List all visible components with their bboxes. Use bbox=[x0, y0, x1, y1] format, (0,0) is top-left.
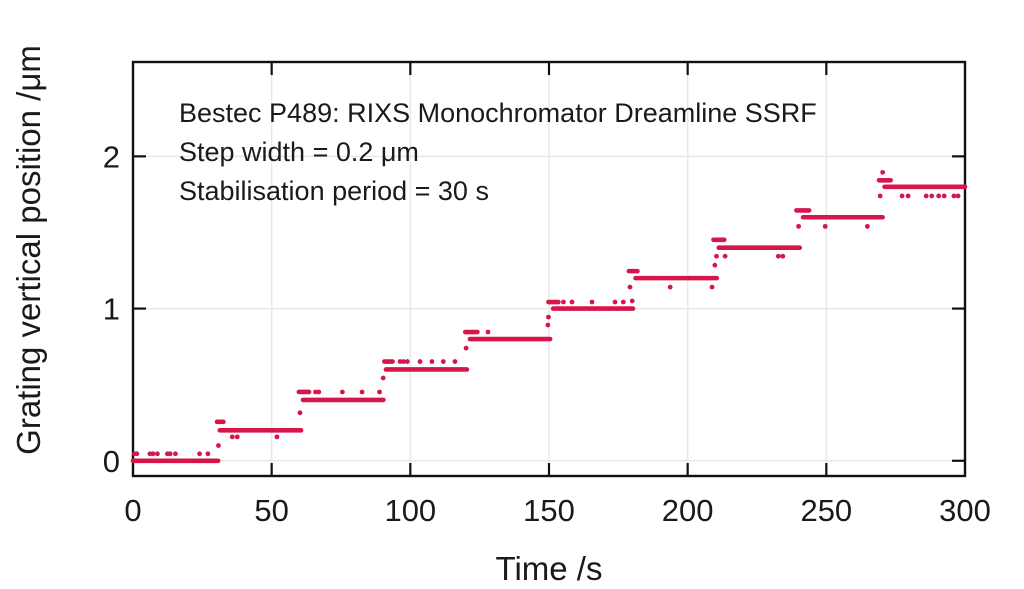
y-tick-label: 0 bbox=[103, 444, 120, 479]
annotation-line-2: Step width = 0.2 μm bbox=[179, 137, 419, 167]
data-point bbox=[150, 451, 156, 457]
data-point bbox=[401, 359, 406, 364]
data-point bbox=[780, 253, 786, 259]
data-point bbox=[313, 389, 318, 395]
data-point bbox=[377, 389, 382, 395]
data-point bbox=[569, 299, 575, 305]
data-point bbox=[589, 299, 595, 305]
x-axis-title: Time /s bbox=[495, 550, 603, 587]
data-point bbox=[234, 434, 240, 440]
data-point bbox=[440, 359, 446, 364]
data-point bbox=[936, 193, 942, 199]
data-point bbox=[155, 451, 160, 457]
y-axis-title: Grating vertical position /μm bbox=[10, 45, 47, 455]
data-point bbox=[822, 223, 828, 229]
y-tick-label: 2 bbox=[103, 139, 120, 174]
annotation-line-3: Stabilisation period = 30 s bbox=[179, 176, 489, 206]
data-point bbox=[796, 223, 801, 229]
x-tick-label: 0 bbox=[124, 493, 141, 528]
data-point bbox=[463, 345, 469, 351]
data-point bbox=[712, 262, 718, 268]
data-point bbox=[667, 284, 673, 290]
data-point bbox=[167, 451, 173, 457]
data-point bbox=[905, 193, 911, 199]
data-point bbox=[229, 434, 235, 440]
chart-annotation: Bestec P489: RIXS Monochromator Dreamlin… bbox=[179, 94, 817, 211]
data-point bbox=[452, 359, 458, 364]
data-point bbox=[923, 193, 929, 199]
data-point bbox=[359, 389, 365, 395]
data-point bbox=[951, 193, 957, 199]
data-point bbox=[397, 359, 403, 364]
x-tick-label: 150 bbox=[523, 493, 575, 528]
data-point bbox=[404, 359, 410, 364]
data-point bbox=[612, 299, 618, 305]
data-point bbox=[955, 193, 961, 199]
data-point bbox=[722, 253, 728, 259]
data-point bbox=[429, 359, 435, 364]
data-point bbox=[197, 451, 202, 457]
x-tick-label: 250 bbox=[800, 493, 852, 528]
x-tick-label: 100 bbox=[384, 493, 436, 528]
data-point bbox=[714, 253, 719, 259]
data-point bbox=[941, 193, 947, 199]
data-point bbox=[620, 299, 626, 305]
data-point bbox=[627, 284, 633, 290]
data-point bbox=[899, 193, 905, 199]
annotation-line-1: Bestec P489: RIXS Monochromator Dreamlin… bbox=[179, 98, 817, 128]
data-point bbox=[417, 359, 423, 364]
x-tick-label: 50 bbox=[254, 493, 288, 528]
data-point bbox=[629, 298, 635, 304]
data-point bbox=[877, 193, 883, 199]
data-point bbox=[880, 169, 886, 175]
data-point bbox=[709, 284, 715, 290]
data-point bbox=[173, 451, 178, 457]
x-tick-label: 200 bbox=[662, 493, 714, 528]
data-point bbox=[864, 223, 870, 229]
data-point bbox=[545, 322, 551, 328]
data-point bbox=[380, 375, 386, 381]
data-point bbox=[274, 434, 280, 440]
x-tick-label: 300 bbox=[939, 493, 991, 528]
data-point bbox=[929, 193, 935, 199]
data-point bbox=[216, 443, 221, 448]
data-point bbox=[485, 329, 491, 335]
data-point bbox=[561, 299, 566, 305]
data-point bbox=[134, 451, 140, 457]
data-point bbox=[339, 389, 345, 395]
data-point bbox=[546, 314, 551, 320]
data-point bbox=[297, 410, 303, 416]
data-point bbox=[205, 451, 211, 457]
data-point bbox=[316, 389, 322, 395]
y-tick-label: 1 bbox=[103, 292, 120, 327]
data-point bbox=[775, 253, 781, 259]
